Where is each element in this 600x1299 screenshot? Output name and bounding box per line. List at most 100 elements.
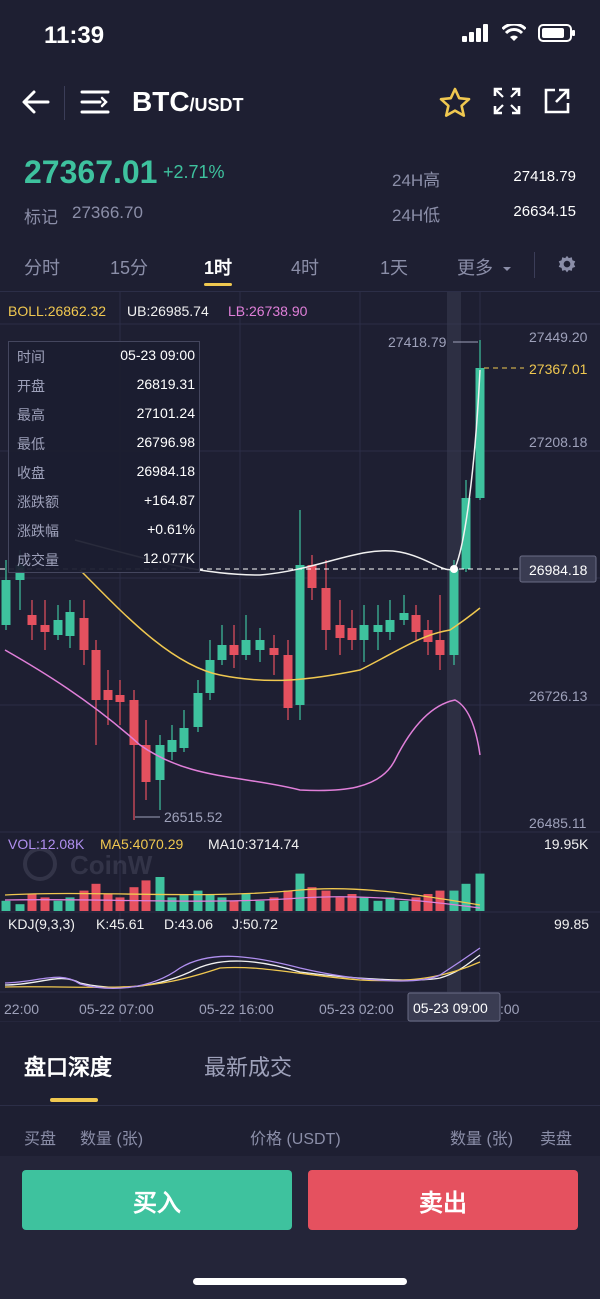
candle-body [435, 640, 445, 655]
volume-ma5: MA5:4070.29 [100, 836, 183, 852]
candle-body [103, 690, 113, 700]
candle-body [283, 655, 293, 708]
candle-body [461, 498, 471, 569]
price-axis-tick: 26726.13 [529, 688, 588, 704]
tab-latest-trades[interactable]: 最新成交 [204, 1055, 293, 1080]
tooltip-value: +164.87 [144, 492, 195, 508]
volume-axis-max: 19.95K [544, 836, 589, 852]
chart-top-border [0, 291, 600, 292]
tooltip-value: 05-23 09:00 [120, 347, 195, 363]
low-24h-value: 26634.15 [513, 203, 576, 220]
orderbook-divider [0, 1105, 600, 1106]
volume-bar [129, 887, 139, 911]
candle-body [129, 700, 139, 745]
candle-tooltip: 时间 05-23 09:00 开盘 26819.31 最高 27101.24 最低 26… [8, 341, 200, 573]
volume-bar [40, 897, 50, 911]
high-24h-value: 27418.79 [513, 168, 576, 185]
volume-bar [217, 897, 227, 911]
mark-price-label: 标记 [24, 208, 58, 227]
kdj-d-value: D:43.06 [164, 916, 213, 932]
volume-bar [115, 897, 125, 911]
tooltip-key: 收盘 [17, 465, 45, 481]
tooltip-row-close: 收盘 26984.18 [17, 463, 195, 483]
bid-header: 买盘 [24, 1131, 57, 1148]
volume-bar [241, 894, 251, 911]
status-time: 11:39 [44, 22, 105, 49]
candle-body [193, 693, 203, 727]
status-icons [462, 24, 576, 42]
boll-mid-value: BOLL:26862.32 [8, 303, 106, 319]
bid-qty-header: 数量 (张) [80, 1131, 144, 1148]
kline-chart[interactable]: 27418.79 26515.52 27367.01 26984.18 2744… [0, 292, 600, 1022]
signal-icon [462, 24, 488, 42]
volume-bar [255, 900, 265, 911]
volume-bar [91, 883, 101, 911]
tooltip-value: 26819.31 [136, 376, 195, 392]
kdj-k-line [4, 954, 481, 988]
price-axis-tick: 26485.11 [529, 815, 587, 831]
volume-ma5-line [4, 888, 481, 906]
tooltip-key: 最高 [17, 407, 45, 423]
tab-order-depth[interactable]: 盘口深度 [24, 1055, 113, 1080]
pair-base: BTC [132, 86, 190, 117]
tooltip-row-time: 时间 05-23 09:00 [17, 347, 195, 367]
candle-body [255, 640, 265, 650]
pair-menu-icon[interactable] [80, 86, 110, 118]
tab-1h[interactable]: 1时 [204, 258, 233, 278]
tooltip-value: 26984.18 [136, 463, 195, 479]
sell-button[interactable]: 卖出 [308, 1170, 578, 1230]
crosshair-time-box [407, 992, 501, 1022]
volume-bar [205, 894, 215, 911]
tab-1d[interactable]: 1天 [380, 258, 409, 278]
volume-bar [307, 887, 317, 911]
tab-15m[interactable]: 15分 [110, 258, 149, 278]
mark-price-value: 27366.70 [72, 203, 143, 222]
caret-down-icon [503, 267, 512, 272]
candle-body [229, 645, 239, 655]
orderbook-tab-underline [50, 1098, 98, 1102]
boll-lower-value: LB:26738.90 [228, 303, 308, 319]
candle-body [40, 625, 50, 632]
back-arrow-icon[interactable] [20, 86, 52, 118]
tab-timeline[interactable]: 分时 [24, 258, 60, 278]
low-marker-label: 26515.52 [164, 809, 223, 825]
pair-title[interactable]: BTC/USDT [132, 86, 244, 118]
volume-bar [461, 883, 471, 911]
volume-bar [283, 890, 293, 911]
candle-body [295, 565, 305, 705]
candle-body [79, 618, 89, 650]
tooltip-key: 最低 [17, 436, 45, 452]
kdj-axis-max: 99.85 [554, 916, 589, 932]
candle-body [91, 650, 101, 700]
tooltip-row-volume: 成交量 12.077K [17, 550, 195, 570]
volume-ma10: MA10:3714.74 [208, 836, 299, 852]
tooltip-key: 涨跌额 [17, 494, 59, 510]
pair-quote: /USDT [189, 95, 244, 115]
share-icon[interactable] [542, 86, 572, 116]
volume-value: VOL:12.08K [8, 836, 85, 852]
tooltip-row-change: 涨跌额 +164.87 [17, 492, 195, 512]
volume-bar [53, 900, 63, 911]
high-24h-label: 24H高 [392, 171, 441, 190]
tooltip-key: 涨跌幅 [17, 523, 59, 539]
tab-more[interactable]: 更多 [457, 254, 512, 280]
tooltip-key: 成交量 [17, 552, 59, 568]
candle-body [53, 620, 63, 635]
fullscreen-icon[interactable] [492, 86, 522, 116]
boll-mid-line [79, 569, 481, 682]
favorite-star-icon[interactable] [438, 86, 472, 120]
candle-body [27, 615, 37, 625]
gear-icon[interactable] [556, 254, 578, 276]
buy-button[interactable]: 买入 [22, 1170, 292, 1230]
volume-ma10-line [4, 896, 481, 909]
candle-body [347, 628, 357, 640]
watermark-text: CoinW [70, 850, 153, 880]
volume-bar [411, 897, 421, 911]
last-price: 27367.01 [24, 154, 158, 190]
volume-bar [27, 894, 37, 911]
header-divider [64, 86, 65, 120]
low-24h-label: 24H低 [392, 206, 441, 225]
candle-body [475, 368, 485, 498]
volume-bar [475, 873, 485, 911]
tab-4h[interactable]: 4时 [291, 258, 320, 278]
